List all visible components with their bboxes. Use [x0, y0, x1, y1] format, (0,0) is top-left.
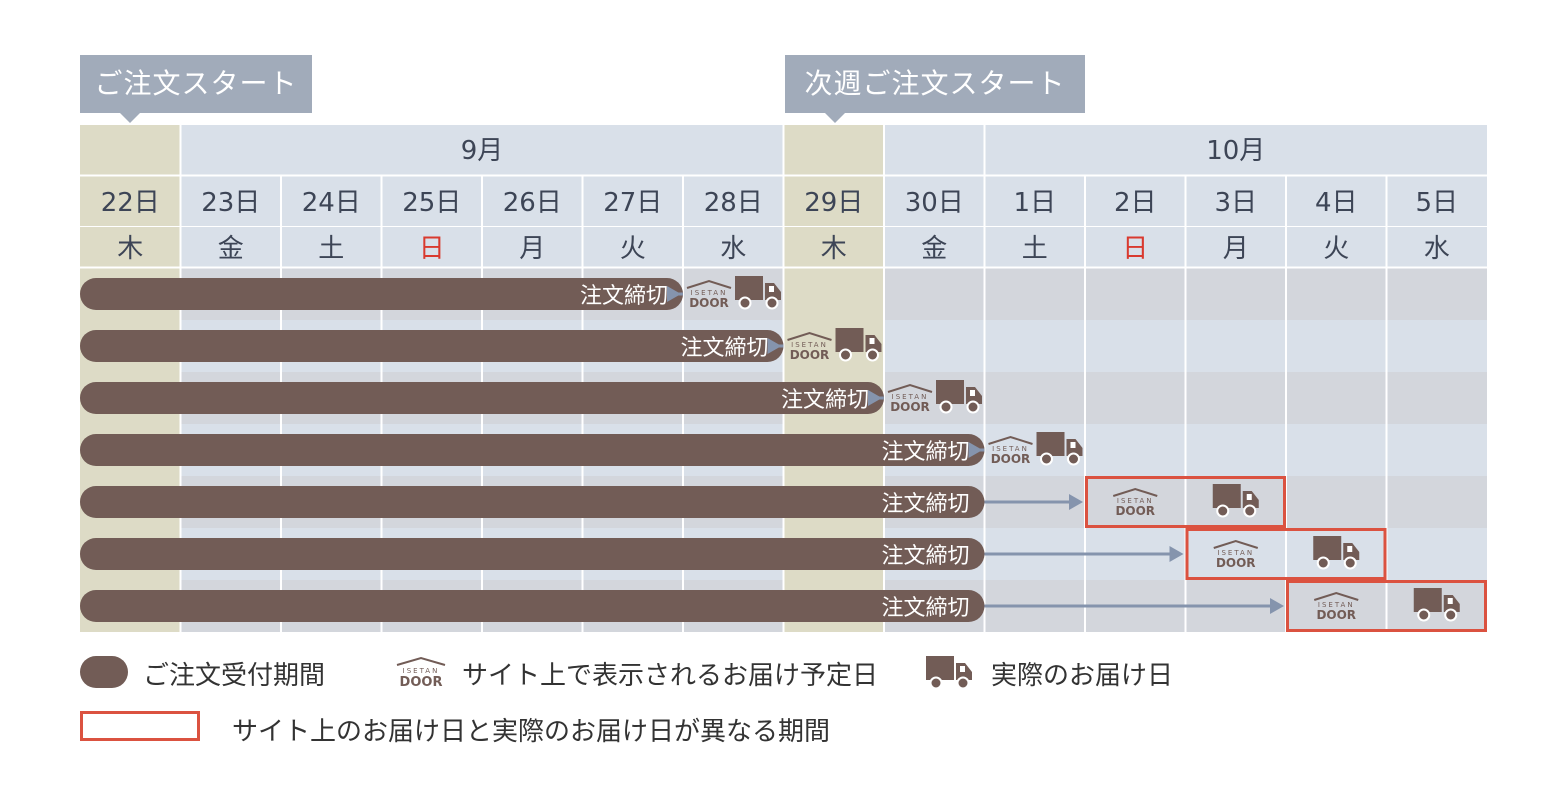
start-day-header-cell	[80, 125, 181, 267]
svg-text:DOOR: DOOR	[991, 452, 1031, 466]
truck-icon	[735, 276, 781, 310]
delivery-arrowhead	[1169, 546, 1184, 562]
deadline-label: 注文締切	[680, 336, 768, 361]
svg-text:DOOR: DOOR	[400, 675, 443, 688]
order-period-bar	[80, 382, 884, 414]
svg-text:ISETAN: ISETAN	[403, 667, 440, 675]
isetan-door-logo-icon: ISETAN DOOR	[396, 656, 446, 688]
date-label: 2日	[1114, 188, 1157, 218]
next-week-start-callout: 次週ご注文スタート	[785, 55, 1085, 123]
svg-text:DOOR: DOOR	[689, 296, 729, 310]
weekday-label: 日	[419, 234, 445, 264]
truck-icon	[926, 656, 972, 690]
date-label: 23日	[201, 188, 260, 218]
weekday-label: 月	[519, 234, 545, 264]
delivery-arrowhead	[868, 390, 882, 406]
weekday-label: 金	[218, 234, 244, 264]
date-label: 1日	[1013, 188, 1056, 218]
svg-text:ISETAN: ISETAN	[1318, 601, 1355, 609]
date-label: 26日	[503, 188, 562, 218]
start-day-header-cell	[783, 125, 884, 267]
order-period-bar	[80, 330, 784, 362]
weekday-label: 木	[117, 234, 143, 264]
order-period-bar	[80, 538, 985, 570]
weekday-label: 水	[1424, 234, 1450, 264]
truck-icon	[1413, 588, 1460, 622]
svg-text:ISETAN: ISETAN	[1117, 497, 1154, 505]
date-label: 5日	[1415, 188, 1458, 218]
truck-icon	[1313, 536, 1360, 570]
weekday-label: 火	[620, 234, 646, 264]
delivery-arrowhead	[1069, 494, 1083, 510]
deadline-label: 注文締切	[881, 440, 969, 465]
svg-text:DOOR: DOOR	[1216, 556, 1256, 570]
svg-text:DOOR: DOOR	[1316, 608, 1356, 622]
legend-diff-period-swatch	[80, 711, 200, 741]
deadline-label: 注文締切	[781, 388, 869, 413]
order-period-bar	[80, 434, 985, 466]
date-label: 25日	[402, 188, 461, 218]
svg-text:DOOR: DOOR	[790, 348, 830, 362]
weekday-label: 日	[1122, 234, 1148, 264]
weekday-label: 金	[921, 234, 947, 264]
weekday-label: 火	[1323, 234, 1349, 264]
svg-text:ISETAN: ISETAN	[791, 341, 828, 349]
order-start-callout: ご注文スタート	[80, 55, 312, 123]
legend-order-period-swatch	[80, 656, 128, 688]
delivery-arrowhead	[667, 286, 681, 302]
month-label-1: 10月	[1206, 136, 1265, 166]
truck-icon	[936, 380, 982, 414]
weekday-label: 土	[1022, 234, 1048, 264]
legend-actual-date-label: 実際のお届け日	[991, 661, 1174, 691]
deadline-label: 注文締切	[881, 492, 969, 517]
legend-order-period-label: ご注文受付期間	[143, 661, 326, 691]
date-label: 30日	[905, 188, 964, 218]
next-week-start-label: 次週ご注文スタート	[804, 67, 1066, 100]
order-period-bar	[80, 590, 985, 622]
date-label: 27日	[603, 188, 662, 218]
svg-text:ISETAN: ISETAN	[691, 289, 728, 297]
weekday-label: 水	[720, 234, 746, 264]
legend-site-display-label: サイト上で表示されるお届け予定日	[462, 661, 879, 691]
order-period-bar	[80, 278, 683, 310]
date-label: 24日	[302, 188, 361, 218]
delivery-arrowhead	[968, 442, 983, 458]
date-label: 3日	[1214, 188, 1257, 218]
truck-icon	[835, 328, 882, 362]
deadline-label: 注文締切	[881, 596, 969, 621]
svg-text:ISETAN: ISETAN	[1217, 549, 1254, 557]
month-label-0: 9月	[461, 136, 504, 166]
diff-period-box	[1286, 580, 1487, 632]
diff-period-box	[1085, 476, 1286, 528]
diff-period-box	[1185, 528, 1387, 580]
truck-icon	[1036, 432, 1083, 466]
deadline-label: 注文締切	[881, 544, 969, 569]
weekday-label: 土	[318, 234, 344, 264]
order-start-label: ご注文スタート	[94, 67, 298, 100]
svg-text:DOOR: DOOR	[1115, 504, 1155, 518]
date-label: 4日	[1315, 188, 1358, 218]
svg-text:ISETAN: ISETAN	[892, 393, 929, 401]
svg-text:DOOR: DOOR	[890, 400, 930, 414]
date-label: 29日	[804, 188, 863, 218]
delivery-arrowhead	[1270, 598, 1284, 614]
weekday-label: 木	[821, 234, 847, 264]
truck-icon	[1212, 484, 1259, 518]
svg-text:ISETAN: ISETAN	[992, 445, 1029, 453]
deadline-label: 注文締切	[580, 284, 668, 309]
weekday-label: 月	[1223, 234, 1249, 264]
date-label: 22日	[101, 188, 160, 218]
order-period-bar	[80, 486, 985, 518]
legend-diff-period-label: サイト上のお届け日と実際のお届け日が異なる期間	[232, 717, 831, 747]
delivery-arrowhead	[767, 338, 782, 354]
date-label: 28日	[704, 188, 763, 218]
